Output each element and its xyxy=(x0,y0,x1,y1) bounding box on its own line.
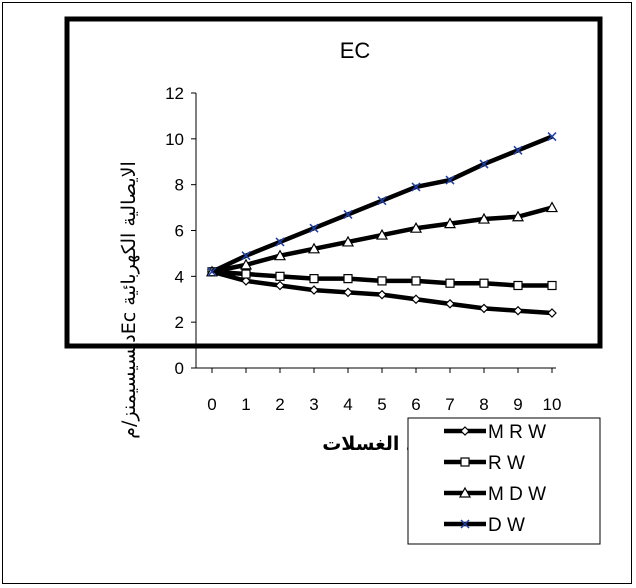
x-tick-label: 9 xyxy=(513,395,522,414)
x-tick-label: 7 xyxy=(445,395,454,414)
legend-box xyxy=(407,417,601,545)
x-marker-stroke xyxy=(377,196,387,206)
data-point xyxy=(377,276,387,286)
legend-label: M R W xyxy=(488,422,546,443)
data-point xyxy=(241,269,251,279)
x-tick-label: 0 xyxy=(207,395,216,414)
legend-item: M D W xyxy=(444,484,546,505)
data-point xyxy=(477,212,491,224)
data-point xyxy=(343,209,353,219)
data-point xyxy=(411,182,421,192)
y-axis-label: الايصالية الكهربائية Ecديسيسيمنز/م xyxy=(118,161,140,438)
data-point xyxy=(377,289,387,300)
data-point xyxy=(343,287,353,298)
y-tick-label: 8 xyxy=(175,176,184,195)
data-point xyxy=(409,221,423,233)
x-tick-label: 5 xyxy=(377,395,386,414)
x-tick-label: 1 xyxy=(241,395,250,414)
chart-title: EC xyxy=(340,38,371,63)
x-tick-label: 4 xyxy=(343,395,352,414)
x-marker-stroke xyxy=(241,251,251,261)
data-point xyxy=(513,305,523,316)
legend-marker xyxy=(458,486,472,498)
y-tick-label: 10 xyxy=(165,130,184,149)
data-point xyxy=(445,278,455,288)
legend-label: M D W xyxy=(488,484,546,505)
legend-marker xyxy=(460,457,470,467)
x-tick-label: 3 xyxy=(309,395,318,414)
data-point xyxy=(275,237,285,247)
data-point xyxy=(411,276,421,286)
x-marker-stroke xyxy=(343,209,353,219)
series-d-w xyxy=(207,132,557,277)
data-point xyxy=(513,145,523,155)
data-point xyxy=(241,276,251,286)
series-m-d-w xyxy=(205,201,559,277)
data-point xyxy=(513,280,523,291)
legend-marker xyxy=(460,426,470,436)
data-point xyxy=(275,280,285,291)
legend-label: R W xyxy=(488,453,525,474)
x-marker-stroke xyxy=(411,182,421,192)
data-point xyxy=(239,258,253,270)
x-tick-label: 10 xyxy=(543,395,562,414)
x-tick-label: 6 xyxy=(411,395,420,414)
data-point xyxy=(443,217,457,229)
y-tick-label: 12 xyxy=(165,84,184,103)
y-tick-label: 0 xyxy=(175,359,184,378)
x-marker-stroke xyxy=(309,223,319,233)
data-point xyxy=(341,235,355,247)
data-point xyxy=(275,271,285,281)
data-point xyxy=(207,267,217,277)
x-marker-stroke xyxy=(479,159,489,169)
y-tick-label: 6 xyxy=(175,222,184,241)
legend-label: D W xyxy=(488,515,525,536)
data-point xyxy=(377,196,387,206)
data-point xyxy=(411,294,421,305)
data-point xyxy=(479,278,489,288)
y-tick-label: 2 xyxy=(175,313,184,332)
data-point xyxy=(445,175,455,185)
data-point xyxy=(479,159,489,169)
x-marker-stroke xyxy=(275,237,285,247)
data-point xyxy=(309,285,319,295)
series-group xyxy=(205,132,559,318)
series-r-w xyxy=(207,267,557,291)
data-point xyxy=(241,251,251,261)
legend-item: D W xyxy=(444,515,525,536)
data-point xyxy=(445,298,455,309)
data-point xyxy=(547,132,557,142)
data-point xyxy=(343,274,353,284)
data-point xyxy=(545,201,559,213)
data-point xyxy=(273,249,287,261)
legend-item: R W xyxy=(444,453,525,474)
data-point xyxy=(479,303,489,314)
x-marker-stroke xyxy=(207,267,217,277)
data-point xyxy=(511,210,525,222)
data-point xyxy=(309,274,319,284)
x-tick-label: 2 xyxy=(275,395,284,414)
data-point xyxy=(309,223,319,233)
y-tick-label: 4 xyxy=(175,267,184,286)
chart-frame xyxy=(64,16,603,349)
x-marker-stroke xyxy=(445,175,455,185)
data-point xyxy=(307,242,321,254)
legend-marker xyxy=(460,519,470,529)
data-point xyxy=(547,280,557,291)
legend-item: M R W xyxy=(444,422,546,443)
series-m-r-w xyxy=(207,266,557,318)
data-point xyxy=(547,308,557,318)
x-marker-stroke xyxy=(547,132,557,142)
x-marker-stroke xyxy=(513,145,523,155)
x-marker-stroke xyxy=(460,519,470,529)
x-tick-label: 8 xyxy=(479,395,488,414)
legend: M R W R W M D W D W xyxy=(407,417,601,545)
data-point xyxy=(375,228,389,240)
